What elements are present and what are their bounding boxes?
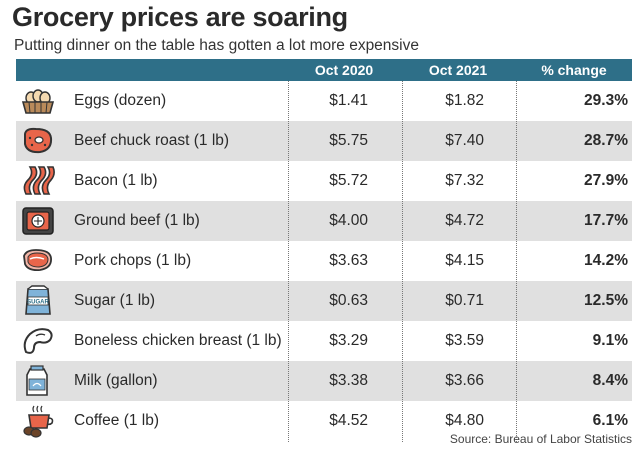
table-header: Oct 2020 Oct 2021 % change <box>16 59 632 81</box>
sugar-icon: SUGAR <box>25 285 51 315</box>
oct-2020-value: $3.63 <box>329 252 368 269</box>
table-row: Ground beef (1 lb) $4.00 $4.72 17.7% <box>16 201 632 241</box>
oct-2020-value: $1.41 <box>329 92 368 109</box>
oct-2021-value: $7.32 <box>445 172 484 189</box>
oct-2020-value: $5.75 <box>329 132 368 149</box>
oct-2021-value: $4.15 <box>445 252 484 269</box>
table-row: Pork chops (1 lb) $3.63 $4.15 14.2% <box>16 241 632 281</box>
sugar-icon-text: SUGAR <box>27 300 49 306</box>
column-header-oct-2020: Oct 2020 <box>314 62 374 78</box>
oct-2021-value: $1.82 <box>445 92 484 109</box>
ground-beef-icon <box>22 207 54 235</box>
oct-2020-value: $4.52 <box>329 412 368 429</box>
pct-change-value: 12.5% <box>584 292 628 309</box>
table-row: Beef chuck roast (1 lb) $5.75 $7.40 28.7… <box>16 121 632 161</box>
column-divider <box>402 81 403 442</box>
chart-subtitle: Putting dinner on the table has gotten a… <box>14 37 419 54</box>
pork-chop-icon <box>23 249 52 272</box>
oct-2020-value: $3.29 <box>329 332 368 349</box>
pct-change-value: 27.9% <box>584 172 628 189</box>
item-label: Eggs (dozen) <box>74 92 167 109</box>
chart-title: Grocery prices are soaring <box>12 2 348 32</box>
oct-2021-value: $4.72 <box>445 212 484 229</box>
pct-change-value: 6.1% <box>592 412 628 429</box>
pct-change-value: 8.4% <box>592 372 628 389</box>
pct-change-value: 28.7% <box>584 132 628 149</box>
column-header-oct-2021: Oct 2021 <box>428 62 488 78</box>
table-row: Bacon (1 lb) $5.72 $7.32 27.9% <box>16 161 632 201</box>
table-row: Coffee (1 lb) $4.52 $4.80 6.1% <box>16 401 632 441</box>
column-header-pct-change: % change <box>541 62 607 78</box>
item-label: Boneless chicken breast (1 lb) <box>74 332 282 349</box>
table-row: SUGAR Sugar (1 lb) $0.63 $0.71 12.5% <box>16 281 632 321</box>
column-divider <box>288 81 289 442</box>
item-label: Bacon (1 lb) <box>74 172 158 189</box>
item-label: Coffee (1 lb) <box>74 412 160 429</box>
oct-2020-value: $0.63 <box>329 292 368 309</box>
table-row: Boneless chicken breast (1 lb) $3.29 $3.… <box>16 321 632 361</box>
item-label: Milk (gallon) <box>74 372 158 389</box>
price-table: Oct 2020 Oct 2021 % change Eggs (dozen) … <box>16 59 632 441</box>
pct-change-value: 29.3% <box>584 92 628 109</box>
oct-2020-value: $5.72 <box>329 172 368 189</box>
chicken-breast-icon <box>23 328 53 354</box>
oct-2021-value: $7.40 <box>445 132 484 149</box>
bacon-icon <box>23 166 55 195</box>
milk-icon <box>26 365 48 396</box>
item-label: Ground beef (1 lb) <box>74 212 200 229</box>
pct-change-value: 9.1% <box>592 332 628 349</box>
item-label: Pork chops (1 lb) <box>74 252 192 269</box>
steak-icon <box>24 127 53 154</box>
pct-change-value: 14.2% <box>584 252 628 269</box>
table-row: Milk (gallon) $3.38 $3.66 8.4% <box>16 361 632 401</box>
column-divider <box>516 81 517 442</box>
source-note: Source: Bureau of Labor Statistics <box>449 432 632 446</box>
table-row: Eggs (dozen) $1.41 $1.82 29.3% <box>16 81 632 121</box>
oct-2021-value: $3.59 <box>445 332 484 349</box>
item-label: Beef chuck roast (1 lb) <box>74 132 230 149</box>
oct-2020-value: $3.38 <box>329 372 368 389</box>
oct-2020-value: $4.00 <box>329 212 368 229</box>
oct-2021-value: $3.66 <box>445 372 484 389</box>
pct-change-value: 17.7% <box>584 212 628 229</box>
eggs-icon <box>21 89 55 114</box>
oct-2021-value: $4.80 <box>445 412 484 429</box>
oct-2021-value: $0.71 <box>445 292 484 309</box>
coffee-icon <box>23 405 54 438</box>
item-label: Sugar (1 lb) <box>74 292 155 309</box>
